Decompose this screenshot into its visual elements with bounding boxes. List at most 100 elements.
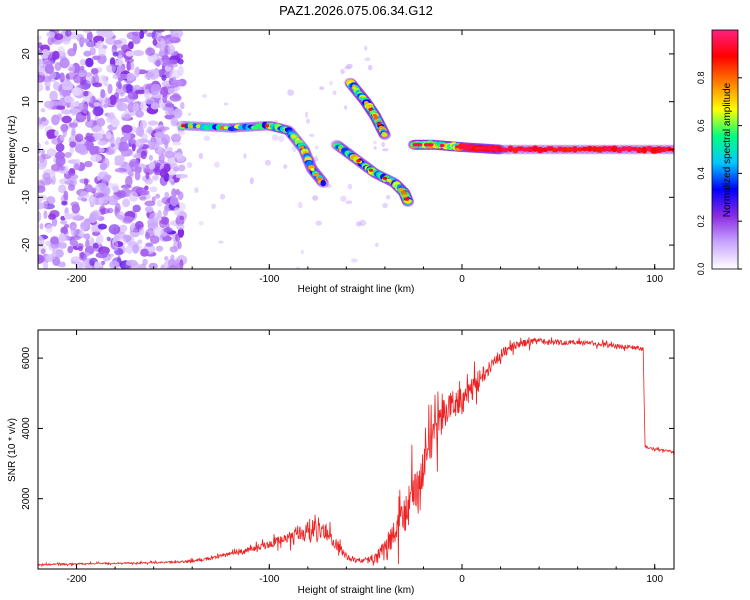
heatmap-noise-cell [47,54,54,63]
heatmap-noise-cell [179,215,185,221]
heatmap-noise-cell [144,206,154,213]
heatmap-scatter-cell [194,187,199,194]
heatmap-noise-cell [43,210,48,219]
colorbar-label: Normalized spectral amplitude [722,82,733,217]
heatmap-noise-cell [53,81,60,91]
ridge-core-cell [352,86,357,90]
heatmap-noise-cell [145,97,155,105]
heatmap-scatter-cell [332,90,337,96]
heatmap-scatter-cell [364,57,371,62]
heatmap-noise-cell [41,48,50,60]
heatmap-noise-cell [113,92,120,100]
heatmap-noise-cell [177,58,184,65]
heatmap-noise-cell [49,210,60,218]
heatmap-noise-cell [161,134,171,145]
heatmap-noise-cell [74,143,87,154]
heatmap-noise-cell [134,170,141,181]
heatmap-noise-cell [64,95,73,103]
ridge-core-cell [310,167,315,171]
heatmap-noise-cell [40,108,46,113]
heatmap-noise-cell [49,90,58,102]
heatmap-scatter-cell [373,146,377,150]
heatmap-noise-cell [107,83,113,95]
heatmap-noise-cell [94,74,100,85]
snr-x-label: Height of straight line (km) [298,585,415,596]
heatmap-noise-cell [163,227,173,233]
snr-x-tick-label: 0 [459,574,465,585]
heatmap-noise-cell [38,123,45,130]
heatmap-noise-cell [145,242,154,247]
heatmap-noise-cell [69,108,81,114]
heatmap-noise-cell [97,140,108,146]
heatmap-noise-cell [121,124,133,134]
heatmap-noise-cell [172,133,182,141]
heatmap-noise-cell [164,191,170,199]
heatmap-noise-cell [164,38,170,45]
ridge-core-cell [493,147,498,151]
ridge-cell [596,146,604,153]
heatmap-noise-cell [157,145,163,157]
ridge-cell [655,146,663,154]
heatmap-noise-cell [78,245,83,252]
heatmap-noise-cell [38,236,45,247]
spectrogram-x-tick-label: 100 [646,274,663,285]
heatmap-noise-cell [74,260,86,269]
spectrogram-y-axis: -20 -10 0 10 20 [21,48,674,252]
heatmap-noise-cell [61,200,68,206]
heatmap-scatter-cell [381,141,386,148]
heatmap-noise-cell [51,249,57,260]
heatmap-noise-cell [47,131,54,140]
heatmap-noise-cell [84,233,91,240]
heatmap-noise-cell [62,36,71,45]
ridge-core-cell [468,146,473,150]
heatmap-noise-cell [139,30,145,39]
heatmap-noise-cell [158,50,164,57]
ridge-core-cell [485,147,491,151]
ridge-core-cell [188,124,193,128]
heatmap-scatter-cell [340,195,347,202]
heatmap-scatter-cell [364,45,368,51]
heatmap-noise-cell [129,61,135,71]
heatmap-noise-cell [149,154,153,161]
heatmap-noise-cell [161,74,167,81]
heatmap-noise-cell [155,59,161,67]
ridge-core-cell [525,147,530,152]
ridge-core-cell [416,143,421,147]
heatmap-noise-cell [116,102,128,112]
heatmap-noise-cell [153,226,163,237]
heatmap-scatter-cell [218,240,224,244]
heatmap-noise-cell [170,117,179,127]
heatmap-noise-cell [85,239,90,249]
heatmap-scatter-cell [312,156,319,162]
heatmap-scatter-cell [305,111,309,118]
heatmap-noise-cell [174,152,183,159]
heatmap-noise-cell [46,148,57,157]
ridge-core-cell [181,124,186,128]
colorbar-tick-label: 0.8 [696,72,706,85]
spectrogram-x-label: Height of straight line (km) [298,284,415,295]
heatmap-noise-cell [125,51,135,57]
spectrogram-y-tick-label: 10 [21,96,32,108]
heatmap-noise-cell [139,189,150,196]
ridge-cell [551,147,559,153]
heatmap-scatter-cell [243,153,247,159]
heatmap-noise-cell [55,155,66,167]
heatmap-scatter-cell [278,135,285,143]
heatmap-noise-cell [89,96,94,104]
ridge-core-cell [382,133,387,137]
heatmap-noise-cell [147,126,153,135]
heatmap-noise-cell [177,241,182,250]
heatmap-scatter-cell [356,221,362,227]
heatmap-scatter-cell [297,201,303,209]
ridge-cell [626,146,633,152]
heatmap-noise-cell [39,223,44,230]
heatmap-noise-cell [86,113,91,122]
heatmap-noise-cell [173,108,183,119]
heatmap-noise-cell [123,113,132,120]
heatmap-noise-cell [114,168,127,173]
ridge-cell [611,145,618,153]
spectrogram-y-tick-label: 0 [21,146,32,152]
ridge-core-cell [439,143,445,148]
heatmap-scatter-cell [202,94,208,98]
